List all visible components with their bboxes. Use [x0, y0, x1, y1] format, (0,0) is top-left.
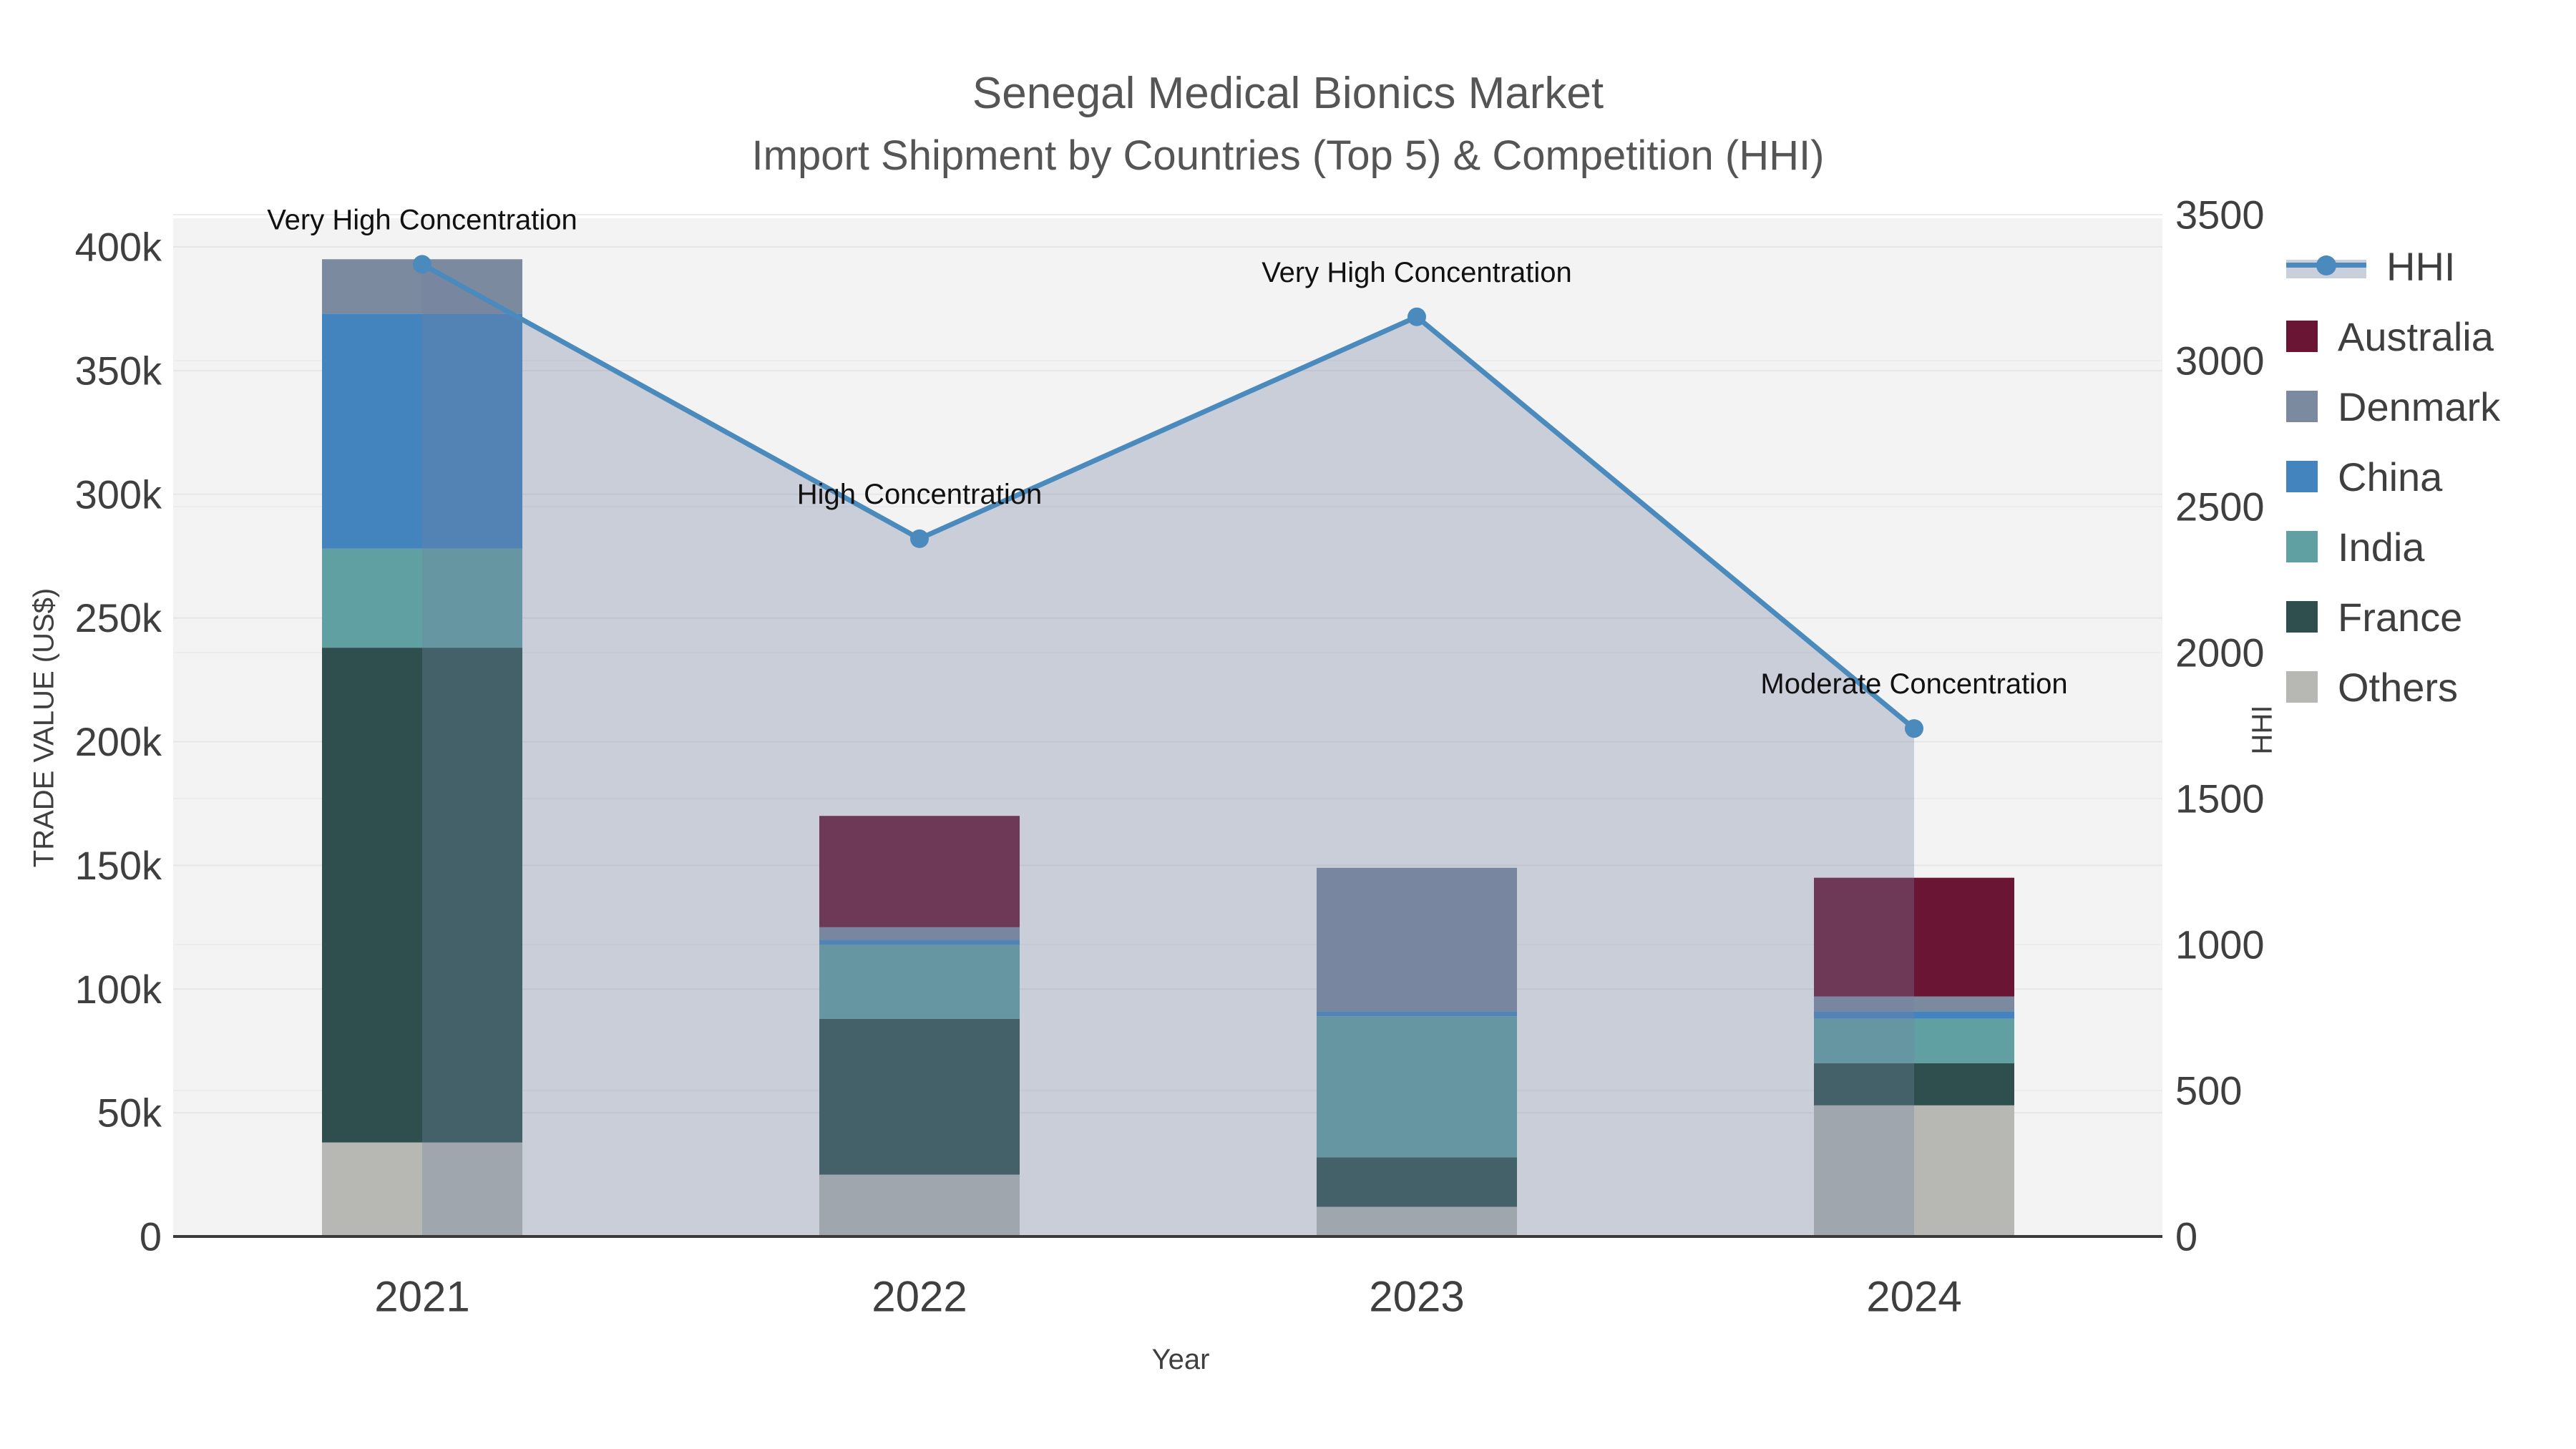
hhi-line-swatch-icon [2286, 254, 2366, 278]
legend-item-others[interactable]: Others [2286, 652, 2500, 722]
legend-label: India [2338, 524, 2425, 570]
hhi-annotation: High Concentration [797, 479, 1042, 510]
bar-segment-france-2022[interactable] [819, 1018, 1020, 1175]
legend-swatch-icon [2286, 531, 2318, 562]
y2-tick-label: 500 [2175, 1068, 2242, 1113]
legend-swatch-icon [2286, 321, 2318, 352]
y-tick-label: 50k [97, 1091, 162, 1136]
bar-segment-australia-2024[interactable] [1814, 877, 2014, 997]
legend-swatch-icon [2286, 391, 2318, 422]
y2-axis-title: HHI [2246, 705, 2278, 755]
legend-swatch-icon [2286, 601, 2318, 633]
bar-segment-india-2022[interactable] [819, 945, 1020, 1019]
x-tick-label: 2023 [1369, 1273, 1464, 1321]
x-axis-title: Year [1151, 1344, 1210, 1375]
y-axis-title: TRADE VALUE (US$) [28, 587, 60, 868]
hhi-area [422, 264, 1914, 1236]
legend-item-hhi[interactable]: HHI [2286, 231, 2500, 301]
bar-segment-india-2023[interactable] [1317, 1016, 1517, 1158]
y2-tick-label: 1500 [2175, 776, 2265, 821]
bar-segment-others-2024[interactable] [1814, 1105, 2014, 1236]
hhi-annotation: Very High Concentration [267, 204, 577, 235]
y2-tick-label: 1000 [2175, 922, 2265, 967]
hhi-marker-2021[interactable] [413, 255, 431, 274]
legend-item-australia[interactable]: Australia [2286, 301, 2500, 371]
y2-tick-label: 3500 [2175, 192, 2265, 238]
legend-item-denmark[interactable]: Denmark [2286, 371, 2500, 441]
legend-item-china[interactable]: China [2286, 441, 2500, 512]
legend-swatch-icon [2286, 461, 2318, 492]
y-tick-label: 400k [75, 225, 162, 270]
bar-segment-france-2021[interactable] [322, 648, 522, 1143]
legend-label: China [2338, 454, 2443, 499]
bar-segment-australia-2022[interactable] [819, 816, 1020, 927]
bar-segment-others-2022[interactable] [819, 1174, 1020, 1236]
hhi-annotation: Very High Concentration [1262, 257, 1572, 288]
y-tick-label: 350k [75, 348, 162, 393]
y2-tick-label: 2000 [2175, 630, 2265, 675]
hhi-marker-2022[interactable] [910, 529, 929, 548]
x-tick-label: 2022 [872, 1273, 967, 1321]
legend-item-france[interactable]: France [2286, 582, 2500, 652]
y-tick-label: 250k [75, 595, 162, 640]
legend-label: Others [2338, 664, 2459, 710]
y2-tick-label: 3000 [2175, 338, 2265, 384]
legend: HHI Australia Denmark China India France Other… [2286, 231, 2500, 722]
y-tick-label: 300k [75, 472, 162, 517]
bar-segment-india-2024[interactable] [1814, 1018, 2014, 1063]
legend-label: Australia [2338, 313, 2494, 359]
bar-segment-china-2021[interactable] [322, 313, 522, 549]
bar-segment-others-2023[interactable] [1317, 1206, 1517, 1236]
bar-segment-china-2023[interactable] [1317, 1011, 1517, 1017]
hhi-marker-2023[interactable] [1407, 307, 1426, 326]
y-tick-label: 150k [75, 843, 162, 888]
legend-label: HHI [2386, 243, 2456, 289]
hhi-marker-2024[interactable] [1905, 719, 1923, 738]
chart-title-line1: Senegal Medical Bionics Market [972, 69, 1604, 118]
y2-tick-label: 2500 [2175, 484, 2265, 530]
y-tick-label: 200k [75, 719, 162, 764]
bar-segment-china-2024[interactable] [1814, 1011, 2014, 1019]
hhi-swatch-dot [2316, 255, 2336, 275]
hhi-line [421, 262, 1916, 731]
bar-segment-denmark-2022[interactable] [819, 927, 1020, 940]
bars-group [322, 259, 2014, 1236]
bar-segment-others-2021[interactable] [322, 1142, 522, 1236]
y2-tick-label: 0 [2175, 1214, 2197, 1259]
legend-item-india[interactable]: India [2286, 512, 2500, 582]
legend-label: Denmark [2338, 384, 2501, 429]
legend-label: France [2338, 594, 2463, 640]
x-tick-label: 2021 [374, 1273, 469, 1321]
y-tick-label: 100k [75, 967, 162, 1012]
bar-segment-denmark-2024[interactable] [1814, 996, 2014, 1012]
bar-segment-china-2022[interactable] [819, 940, 1020, 945]
bar-segment-india-2021[interactable] [322, 548, 522, 648]
y-tick-label: 0 [140, 1214, 162, 1259]
x-tick-label: 2024 [1866, 1273, 1961, 1321]
bar-segment-france-2023[interactable] [1317, 1157, 1517, 1207]
chart-title-line2: Import Shipment by Countries (Top 5) & C… [751, 132, 1825, 179]
hhi-annotation: Moderate Concentration [1760, 668, 2067, 700]
legend-swatch-icon [2286, 671, 2318, 703]
bar-segment-denmark-2023[interactable] [1317, 867, 1517, 1012]
bar-segment-france-2024[interactable] [1814, 1063, 2014, 1106]
